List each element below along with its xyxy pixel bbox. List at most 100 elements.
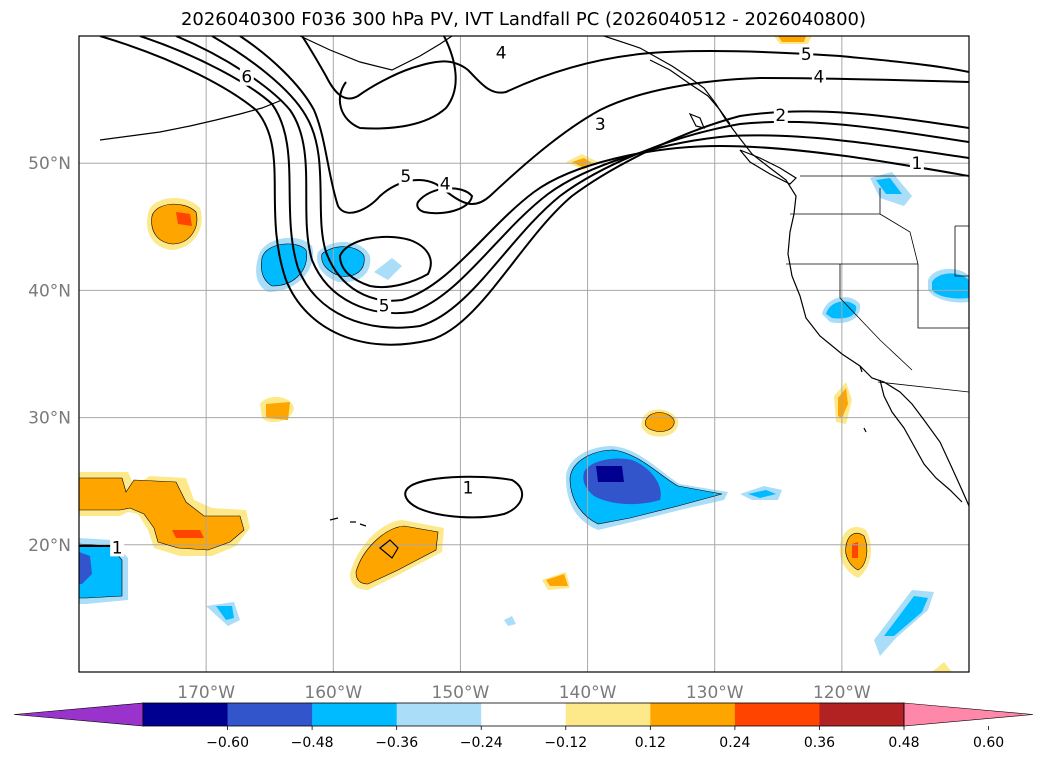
colorbar-extend-min	[13, 702, 144, 727]
pv-contour-2	[239, 36, 969, 214]
colorbar-swatch	[650, 703, 736, 726]
ivt-shade-positive	[572, 158, 592, 167]
colorbar-tick-label: 0.24	[719, 735, 750, 751]
pv-contour-label: 5	[400, 167, 411, 187]
ivt-shade-positive	[266, 402, 290, 420]
ivt-shade-positive	[356, 526, 438, 584]
ivt-outline	[569, 449, 723, 525]
montana-border	[954, 225, 969, 277]
ivt-shade-negative	[826, 301, 857, 319]
contour-label-background	[239, 67, 254, 86]
contour-label-background	[438, 174, 453, 193]
pv-contour-label: 4	[496, 44, 507, 64]
ivt-shade-negative	[748, 490, 776, 498]
contour-label-background	[494, 43, 509, 62]
ivt-outline	[261, 243, 307, 287]
ivt-shade-positive	[838, 388, 848, 418]
contour-label-background	[377, 296, 392, 315]
ivt-outline	[355, 525, 439, 585]
ivt-shade-negative	[876, 178, 902, 194]
ivt-shade-negative	[596, 466, 624, 482]
ivt-outline-layer	[79, 203, 868, 599]
colorbar-tick-label: −0.12	[544, 735, 587, 751]
pv-contour-label: 4	[440, 175, 451, 195]
colorbar-tick-label: 0.12	[635, 735, 666, 751]
colorbar-swatch	[312, 703, 398, 726]
state-borders	[786, 175, 969, 393]
pv-contour-1-upper	[338, 36, 457, 130]
chart-title: 2026040300 F036 300 hPa PV, IVT Landfall…	[180, 9, 867, 30]
pv-contour-label: 1	[911, 154, 922, 174]
ivt-shade-negative	[884, 596, 928, 636]
colorbar-tick-label: 0.36	[804, 735, 835, 751]
ivt-shade-positive	[176, 212, 192, 226]
alaska-panhandle	[649, 59, 731, 125]
lon-tick-label: 130°W	[686, 683, 744, 703]
pv-contour-layer	[79, 36, 969, 547]
pv-contour-label: 4	[814, 68, 825, 88]
ivt-shade-positive	[546, 574, 568, 586]
ivt-shade-positive	[778, 36, 806, 42]
lat-tick-label: 40°N	[28, 281, 71, 301]
lon-tick-label: 160°W	[304, 683, 362, 703]
washington-oregon-border	[790, 188, 881, 215]
nevada-arizona-border	[917, 264, 969, 329]
contour-label-background	[909, 154, 924, 173]
contour-label-background	[811, 67, 826, 86]
lon-tick-label: 150°W	[432, 683, 490, 703]
gridlines	[79, 36, 969, 672]
contour-label-background	[398, 166, 413, 185]
pv-contour-label: 1	[112, 538, 123, 558]
california-nevada-border	[839, 264, 913, 371]
pv-contour-4	[175, 36, 969, 315]
coastlines	[99, 36, 969, 559]
ivt-outline	[321, 246, 365, 277]
ivt-outline	[79, 477, 245, 551]
colorbar-outline	[142, 702, 905, 727]
lon-tick-label: 140°W	[559, 683, 617, 703]
longitude-labels: 170°W 160°W 150°W 140°W 130°W 120°W	[177, 683, 871, 703]
colorbar-swatch	[481, 703, 567, 726]
pv-contour-1-subtropical	[404, 475, 524, 519]
colorbar: −0.60 −0.48 −0.36 −0.24 −0.12 0.12 0.24 0.36 0.4…	[13, 702, 1034, 751]
ivt-shade-positive	[172, 530, 204, 538]
aleutian-islands	[99, 99, 283, 141]
colorbar-swatch	[396, 703, 482, 726]
hawaii-islands	[329, 517, 367, 527]
colorbar-tick-label: −0.24	[460, 735, 503, 751]
pv-contour-label: 6	[241, 68, 252, 88]
colorbar-swatch	[565, 703, 651, 726]
colorbar-swatch	[227, 703, 313, 726]
north-america-coast	[299, 36, 969, 507]
contour-label-background	[773, 105, 788, 124]
colorbar-tick-label: −0.60	[206, 735, 249, 751]
colorbar-tick-label: 0.60	[973, 735, 1004, 751]
ivt-shade-negative	[504, 616, 516, 626]
ivt-outline	[151, 203, 198, 245]
contour-label-background	[593, 114, 608, 133]
contour-label-background	[799, 44, 814, 63]
pv-contour-3	[211, 36, 969, 302]
lon-tick-label: 170°W	[177, 683, 235, 703]
ivt-shade-positive	[852, 542, 858, 558]
haida-gwaii	[688, 112, 705, 129]
pv-contour-5-closed	[338, 235, 432, 288]
pv-contour-6	[99, 36, 969, 346]
colorbar-swatch	[819, 703, 905, 726]
colorbar-tick-label: −0.36	[375, 735, 418, 751]
contour-label-background	[461, 478, 476, 497]
lon-tick-label: 120°W	[813, 683, 871, 703]
ivt-shade-negative	[321, 246, 365, 277]
pv-contour-label: 2	[775, 106, 786, 126]
ivt-shade-positive	[932, 662, 952, 672]
colorbar-swatch	[734, 703, 820, 726]
lat-tick-label: 30°N	[28, 409, 71, 429]
ivt-outline	[845, 533, 868, 571]
lat-tick-label: 50°N	[28, 154, 71, 174]
ivt-shade-positive	[79, 478, 244, 550]
ivt-shade-negative	[932, 273, 969, 299]
colorbar-swatch	[143, 703, 229, 726]
ivt-outline	[644, 412, 675, 432]
pv-contour-1	[301, 36, 969, 100]
hawaii-big-island	[379, 539, 399, 559]
